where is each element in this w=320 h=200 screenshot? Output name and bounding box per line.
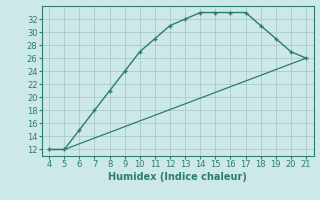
- X-axis label: Humidex (Indice chaleur): Humidex (Indice chaleur): [108, 172, 247, 182]
